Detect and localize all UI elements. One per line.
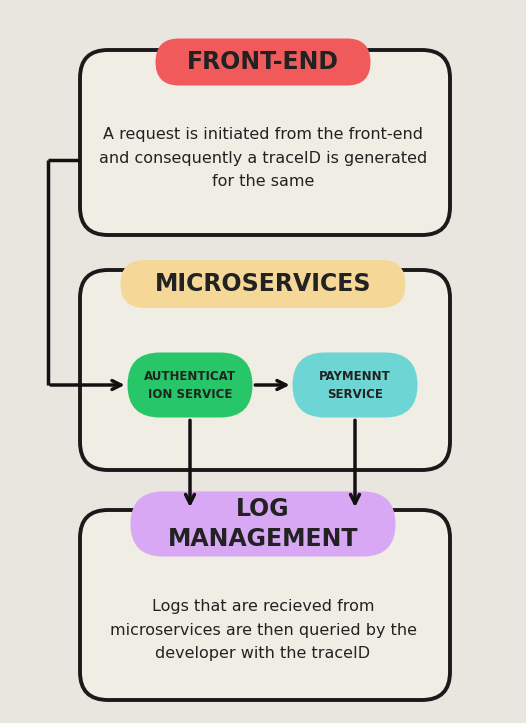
Text: Logs that are recieved from
microservices are then queried by the
developer with: Logs that are recieved from microservice…	[109, 599, 417, 661]
Text: A request is initiated from the front-end
and consequently a traceID is generate: A request is initiated from the front-en…	[99, 127, 427, 189]
Text: PAYMENNT
SERVICE: PAYMENNT SERVICE	[319, 369, 391, 401]
Text: LOG
MANAGEMENT: LOG MANAGEMENT	[168, 497, 358, 552]
FancyBboxPatch shape	[292, 353, 418, 417]
FancyBboxPatch shape	[127, 353, 252, 417]
FancyBboxPatch shape	[130, 492, 396, 557]
Text: AUTHENTICAT
ION SERVICE: AUTHENTICAT ION SERVICE	[144, 369, 236, 401]
Text: FRONT-END: FRONT-END	[187, 50, 339, 74]
FancyBboxPatch shape	[156, 38, 370, 85]
Text: MICROSERVICES: MICROSERVICES	[155, 272, 371, 296]
FancyBboxPatch shape	[80, 510, 450, 700]
FancyBboxPatch shape	[80, 270, 450, 470]
FancyBboxPatch shape	[120, 260, 406, 308]
FancyBboxPatch shape	[80, 50, 450, 235]
